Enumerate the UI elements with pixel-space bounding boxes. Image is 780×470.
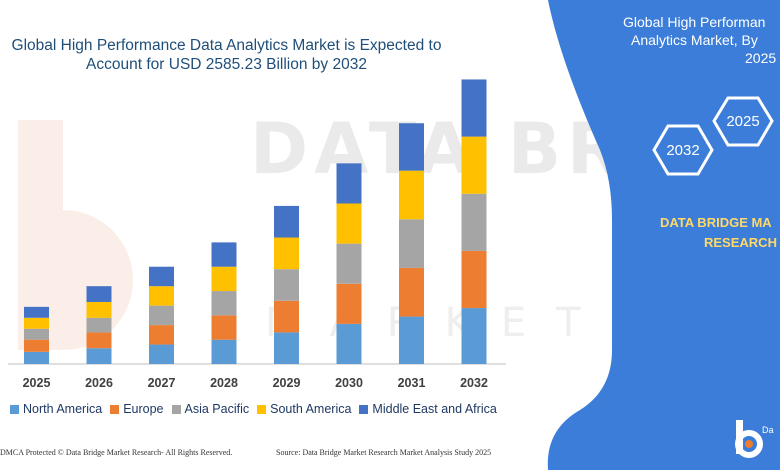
x-tick-label-2032: 2032	[460, 376, 488, 390]
footer-copyright: DMCA Protected © Data Bridge Market Rese…	[0, 448, 233, 457]
bar-2029-south-america	[274, 237, 299, 270]
panel-title-line-3: 2025	[745, 50, 777, 66]
x-tick-labels: 2025 2026 2027 2028 2029 2030 2031 2032	[23, 376, 488, 390]
chart-title-line-2: Account for USD 2585.23 Billion by 2032	[86, 56, 367, 73]
bar-2027-north-america	[149, 344, 174, 364]
legend-label-europe: Europe	[123, 402, 164, 416]
x-tick-label-2030: 2030	[335, 376, 363, 390]
bar-2032-north-america	[461, 308, 487, 364]
stacked-bar-chart: 2025 2026 2027 2028 2029 2030 2031 2032	[8, 79, 506, 390]
bar-2031-europe	[399, 267, 424, 317]
bar-2025-south-america	[24, 317, 49, 329]
bar-2032-asia-pacific	[461, 193, 487, 251]
bar-2031-north-america	[399, 316, 424, 364]
legend-label-middle-east-and-africa: Middle East and Africa	[372, 402, 497, 416]
hex-2025-label: 2025	[726, 113, 760, 130]
hex-2032-label: 2032	[666, 142, 700, 159]
bar-2031-asia-pacific	[399, 219, 424, 268]
bar-2025-asia-pacific	[24, 328, 49, 340]
legend-swatch-asia-pacific	[171, 404, 181, 414]
chart-title: Global High Performance Data Analytics M…	[0, 36, 453, 74]
brand-logo-icon	[735, 420, 763, 458]
bars-group	[24, 79, 487, 364]
bar-2031-south-america	[399, 170, 424, 220]
brand-logo-text: Da	[762, 425, 774, 435]
chart-title-line-1: Global High Performance Data Analytics M…	[11, 37, 442, 54]
bar-2030-asia-pacific	[336, 243, 362, 284]
x-tick-label-2025: 2025	[23, 376, 51, 390]
bar-2028-asia-pacific	[211, 291, 237, 316]
x-tick-label-2031: 2031	[398, 376, 426, 390]
bar-2025-middle-east-and-africa	[24, 306, 49, 318]
legend-item-north-america: North America	[10, 402, 102, 416]
panel-title: Global High Performan Analytics Market, …	[623, 13, 780, 67]
legend-item-europe: Europe	[110, 402, 164, 416]
legend-label-north-america: North America	[23, 402, 103, 416]
bar-2027-europe	[149, 325, 174, 345]
x-tick-label-2028: 2028	[210, 376, 238, 390]
chart-legend: North America Europe Asia Pacific South Ame…	[10, 401, 505, 417]
bar-2029-north-america	[274, 332, 299, 364]
bar-2032-middle-east-and-africa	[461, 79, 487, 137]
panel-title-line-1: Global High Performan	[623, 14, 766, 30]
bar-2027-asia-pacific	[149, 305, 174, 326]
bar-2028-middle-east-and-africa	[211, 242, 237, 267]
bar-2028-europe	[211, 315, 237, 340]
bar-2028-north-america	[211, 339, 237, 364]
bar-2032-south-america	[461, 136, 487, 194]
legend-label-south-america: South America	[270, 402, 352, 416]
legend-item-south-america: South America	[257, 402, 351, 416]
panel-brand: DATA BRIDGE MA RESEARCH	[660, 213, 777, 253]
bar-2030-north-america	[336, 323, 362, 364]
bar-2030-middle-east-and-africa	[336, 163, 362, 204]
panel-title-line-2: Analytics Market, By	[631, 32, 758, 48]
x-tick-label-2027: 2027	[148, 376, 176, 390]
bar-2025-europe	[24, 339, 49, 352]
bar-2030-europe	[336, 283, 362, 324]
panel-brand-line-1: DATA BRIDGE MA	[660, 215, 772, 230]
legend-swatch-europe	[110, 404, 120, 414]
panel-brand-line-2: RESEARCH	[704, 235, 777, 250]
x-tick-label-2026: 2026	[85, 376, 113, 390]
legend-swatch-north-america	[10, 404, 19, 414]
bar-2027-middle-east-and-africa	[149, 266, 174, 287]
bar-2026-asia-pacific	[86, 317, 112, 333]
bar-2031-middle-east-and-africa	[399, 123, 424, 171]
legend-item-middle-east-and-africa: Middle East and Africa	[359, 402, 497, 416]
bar-2025-north-america	[24, 351, 49, 364]
legend-swatch-south-america	[257, 404, 267, 414]
bar-2029-middle-east-and-africa	[274, 205, 299, 238]
bar-2032-europe	[461, 250, 487, 309]
bar-2026-north-america	[86, 348, 112, 364]
legend-label-asia-pacific: Asia Pacific	[184, 402, 250, 416]
bar-2026-south-america	[86, 301, 112, 318]
bar-2030-south-america	[336, 203, 362, 244]
bar-2029-asia-pacific	[274, 269, 299, 301]
bar-2029-europe	[274, 300, 299, 333]
footer-source: Source: Data Bridge Market Research Mark…	[276, 448, 492, 457]
bar-2026-middle-east-and-africa	[86, 286, 112, 302]
legend-item-asia-pacific: Asia Pacific	[171, 402, 250, 416]
x-tick-label-2029: 2029	[273, 376, 301, 390]
bar-2026-europe	[86, 332, 112, 349]
bar-2028-south-america	[211, 266, 237, 292]
legend-swatch-middle-east-and-africa	[359, 404, 369, 414]
bar-2027-south-america	[149, 286, 174, 306]
